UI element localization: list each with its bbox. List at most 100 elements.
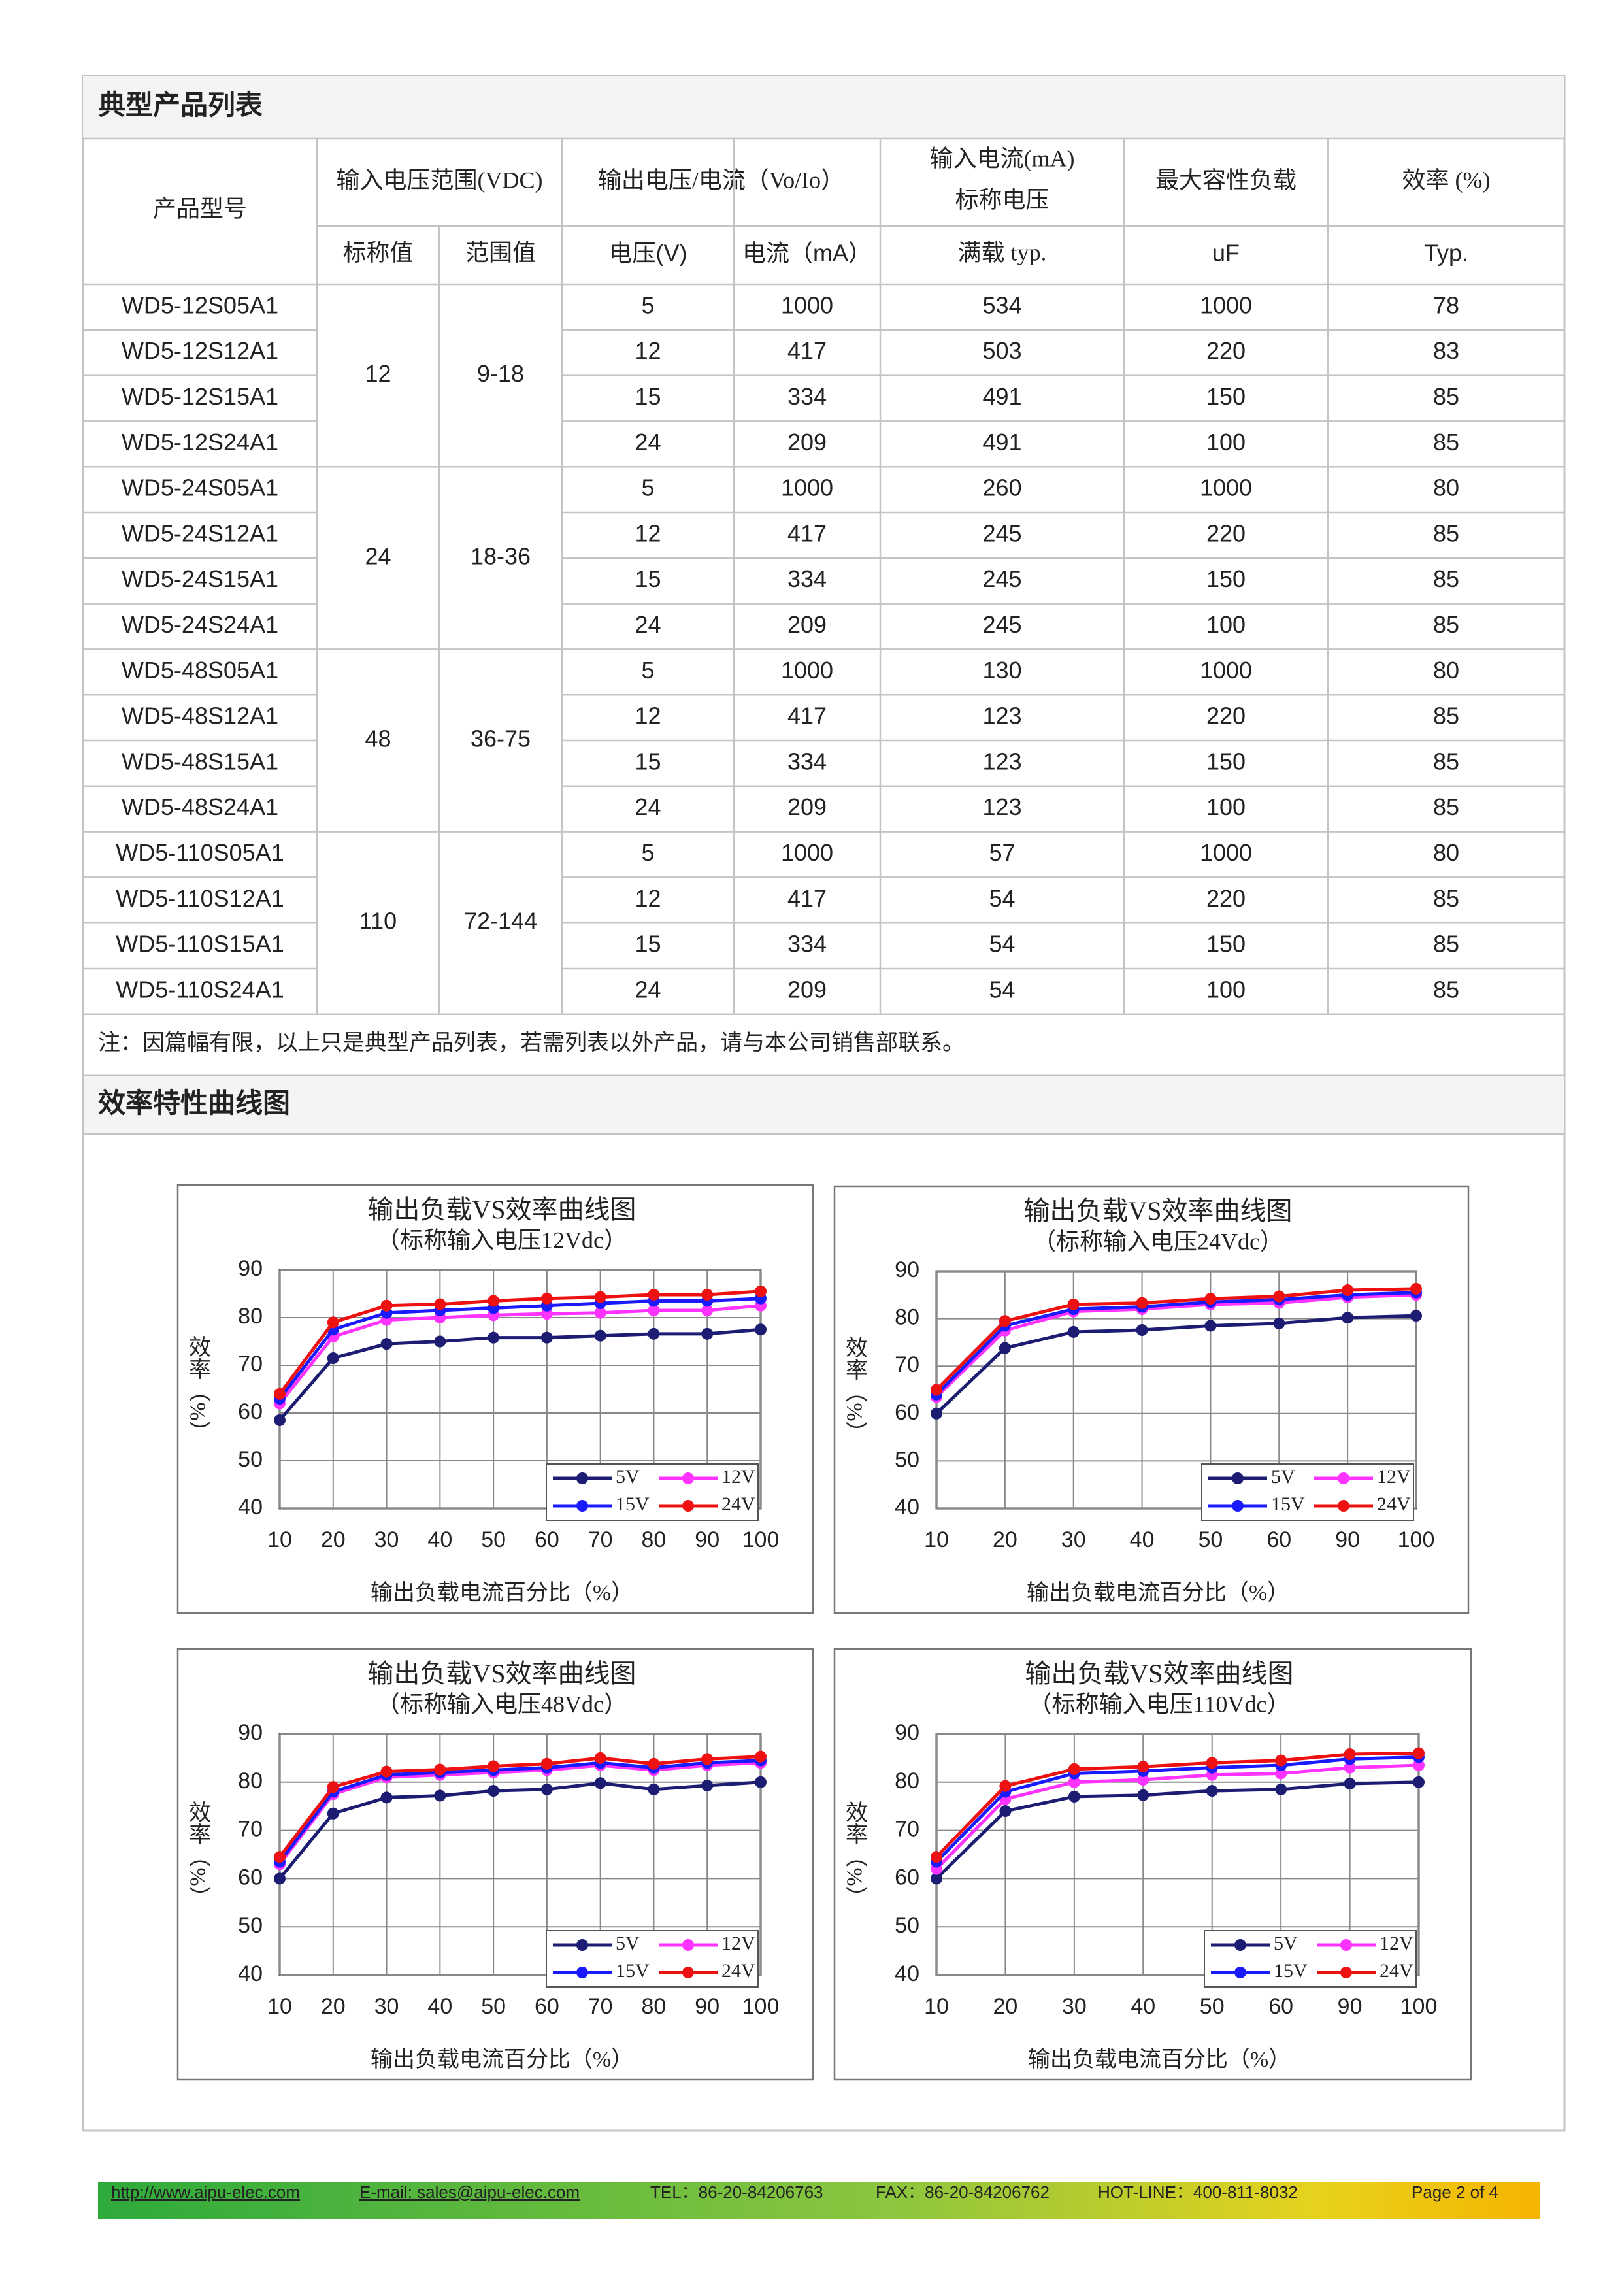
- data-point: [1067, 1325, 1080, 1338]
- cell: 130: [982, 657, 1021, 684]
- data-point: [1068, 1763, 1080, 1775]
- cell: WD5-12S12A1: [122, 337, 278, 364]
- data-point: [1410, 1310, 1422, 1322]
- series-line: [935, 1287, 1417, 1391]
- x-tick-label: 20: [321, 1994, 346, 2019]
- data-point: [1413, 1776, 1425, 1788]
- data-point: [1204, 1293, 1217, 1305]
- y-tick-label: 80: [238, 1304, 263, 1329]
- cell: 78: [1433, 291, 1459, 318]
- cell: WD5-24S24A1: [122, 611, 278, 638]
- data-point: [274, 1414, 286, 1426]
- legend-label: 24V: [721, 1960, 755, 1982]
- chart-title: 输出负载VS效率曲线图: [367, 1659, 636, 1688]
- y-tick-label: 60: [238, 1865, 263, 1889]
- cell: 15: [635, 931, 661, 957]
- cell: 1000: [781, 657, 833, 684]
- data-point: [931, 1851, 942, 1863]
- cell: 72-144: [464, 908, 537, 935]
- cell: 80: [1433, 839, 1459, 866]
- chart-subtitle: （标称输入电压48Vdc）: [376, 1691, 627, 1717]
- cell: 15: [635, 748, 661, 774]
- cell: 24: [635, 793, 661, 820]
- footer-link[interactable]: E-mail: sales@aipu-elec.com: [359, 2182, 580, 2202]
- legend-marker: [576, 1472, 588, 1484]
- cell: WD5-24S12A1: [122, 520, 278, 546]
- y-tick-label: 80: [895, 1769, 919, 1793]
- x-tick-label: 30: [374, 1527, 399, 1552]
- cell: 220: [1206, 520, 1246, 546]
- x-tick-label: 20: [993, 1994, 1018, 2019]
- cell: 12: [635, 703, 661, 729]
- x-tick-label: 100: [742, 1994, 780, 2019]
- cell: 245: [982, 611, 1021, 638]
- x-tick-label: 90: [695, 1994, 719, 2019]
- data-point: [931, 1407, 942, 1420]
- cell: 54: [989, 931, 1015, 957]
- cell: 54: [989, 885, 1015, 912]
- cell: 80: [1433, 474, 1459, 501]
- cell: 12: [635, 520, 661, 546]
- data-point: [1410, 1282, 1422, 1295]
- cell: 24: [635, 611, 661, 638]
- series-line: [278, 1304, 761, 1405]
- section-title: 效率特性曲线图: [98, 1088, 290, 1118]
- y-tick-label: 90: [238, 1720, 263, 1745]
- cell: 150: [1206, 748, 1246, 774]
- x-tick-label: 50: [481, 1994, 506, 2019]
- cell: WD5-12S24A1: [122, 429, 278, 456]
- series-line: [935, 1314, 1417, 1415]
- legend-marker: [1340, 1967, 1352, 1978]
- y-tick-label: 50: [238, 1913, 263, 1938]
- series-line: [278, 1755, 761, 1858]
- data-point: [701, 1288, 714, 1301]
- legend-marker: [682, 1967, 694, 1978]
- cell: 100: [1206, 793, 1246, 820]
- cell: 220: [1206, 703, 1246, 729]
- data-point: [274, 1851, 286, 1863]
- y-axis-label: 效率（%）: [842, 1801, 868, 1908]
- data-point: [999, 1342, 1011, 1354]
- cell: 12: [365, 360, 391, 387]
- series-line: [278, 1780, 761, 1880]
- chart-title: 输出负载VS效率曲线图: [1023, 1196, 1292, 1225]
- data-point: [1067, 1298, 1080, 1310]
- cell: 15: [635, 565, 661, 592]
- legend-label: 15V: [1271, 1493, 1305, 1515]
- footer-link[interactable]: http://www.aipu-elec.com: [111, 2182, 300, 2202]
- cell: 1000: [781, 291, 833, 318]
- chart-subtitle: （标称输入电压110Vdc）: [1029, 1691, 1291, 1717]
- cell: 1000: [1200, 657, 1252, 684]
- cell: 85: [1433, 976, 1459, 1003]
- series-line: [935, 1755, 1419, 1863]
- data-point: [594, 1777, 606, 1789]
- legend-label: 12V: [721, 1466, 755, 1488]
- column-header: 电压(V): [609, 240, 687, 267]
- cell: WD5-24S05A1: [122, 474, 278, 501]
- cell: 334: [787, 931, 827, 957]
- cell: 1000: [1200, 839, 1252, 866]
- data-point: [1136, 1324, 1148, 1337]
- cell: 12: [635, 885, 661, 912]
- cell: 5: [641, 839, 654, 866]
- cell: 57: [989, 839, 1015, 866]
- y-tick-label: 40: [238, 1961, 263, 1986]
- x-tick-label: 30: [1061, 1527, 1086, 1552]
- legend-label: 15V: [616, 1493, 650, 1515]
- cell: 334: [787, 748, 827, 774]
- footer-text: HOT-LINE：400-811-8032: [1098, 2182, 1298, 2202]
- legend-label: 12V: [1377, 1466, 1411, 1488]
- footer-text: TEL：86-20-84206763: [650, 2182, 823, 2202]
- data-point: [540, 1331, 553, 1344]
- cell: 85: [1433, 565, 1459, 592]
- data-point: [540, 1757, 553, 1770]
- cell: 417: [787, 703, 827, 729]
- legend-marker: [1234, 1939, 1246, 1951]
- series-line: [935, 1752, 1419, 1858]
- y-tick-label: 70: [895, 1352, 919, 1377]
- data-point: [327, 1807, 339, 1820]
- data-point: [755, 1285, 767, 1297]
- cell: 260: [982, 474, 1021, 501]
- x-tick-label: 20: [321, 1527, 346, 1552]
